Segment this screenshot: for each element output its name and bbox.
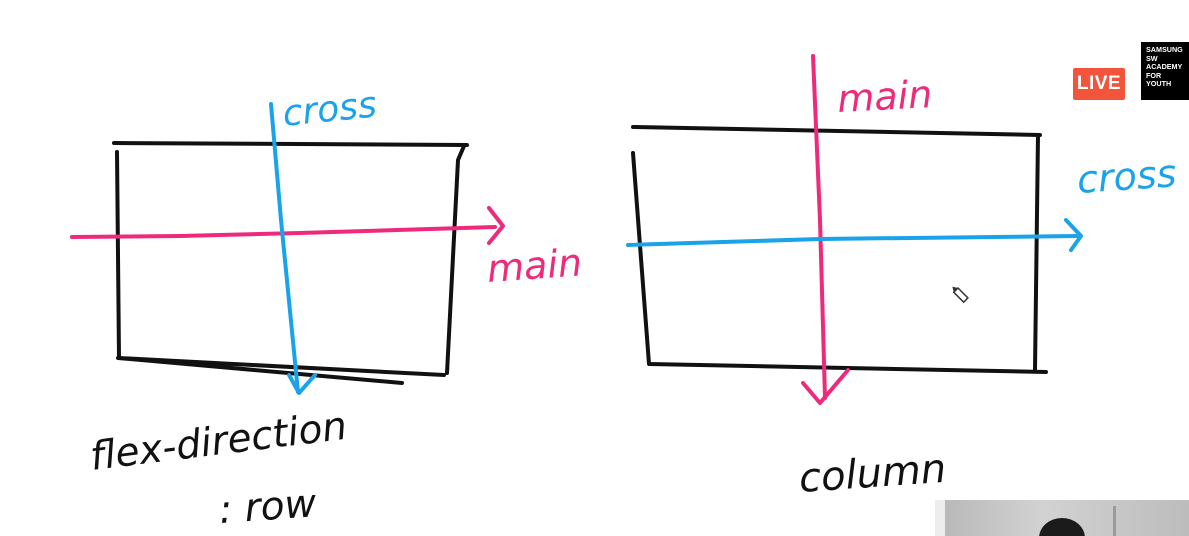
academy-logo: SAMSUNG SW ACADEMY FOR YOUTH (1141, 42, 1189, 100)
webcam-overlay (935, 500, 1189, 536)
presenter-head (1039, 518, 1085, 536)
academy-logo-line: FOR (1146, 70, 1162, 80)
right-main-axis-arrowhead (801, 368, 850, 405)
pencil-cursor-icon (952, 286, 969, 304)
academy-logo-line: ACADEMY (1146, 62, 1183, 72)
left-caption-line1: flex-direction (88, 404, 350, 480)
left-main-label: main (486, 240, 584, 291)
academy-logo-line: SAMSUNG (1146, 45, 1183, 54)
right-cross-axis-line (626, 234, 1080, 247)
left-main-axis-arrowhead (487, 206, 505, 245)
left-cross-label: cross (281, 84, 379, 135)
academy-logo-line: YOUTH (1146, 79, 1172, 89)
right-main-axis-line (811, 54, 827, 400)
right-cross-label: cross (1076, 151, 1178, 202)
left-caption-line2: : row (218, 481, 318, 533)
live-badge: LIVE (1073, 68, 1125, 100)
right-main-label: main (836, 72, 933, 121)
right-box-outline (631, 125, 1048, 374)
academy-logo-line: SW (1146, 53, 1158, 63)
webcam-door-frame (935, 500, 945, 536)
right-cross-axis-arrowhead (1064, 218, 1083, 252)
left-cross-axis-line (269, 102, 300, 394)
left-main-axis-line (70, 225, 497, 239)
right-caption: column (797, 446, 947, 502)
left-cross-axis-arrowhead (287, 373, 317, 395)
left-box-outline (112, 141, 469, 385)
webcam-shadow (1113, 506, 1116, 536)
